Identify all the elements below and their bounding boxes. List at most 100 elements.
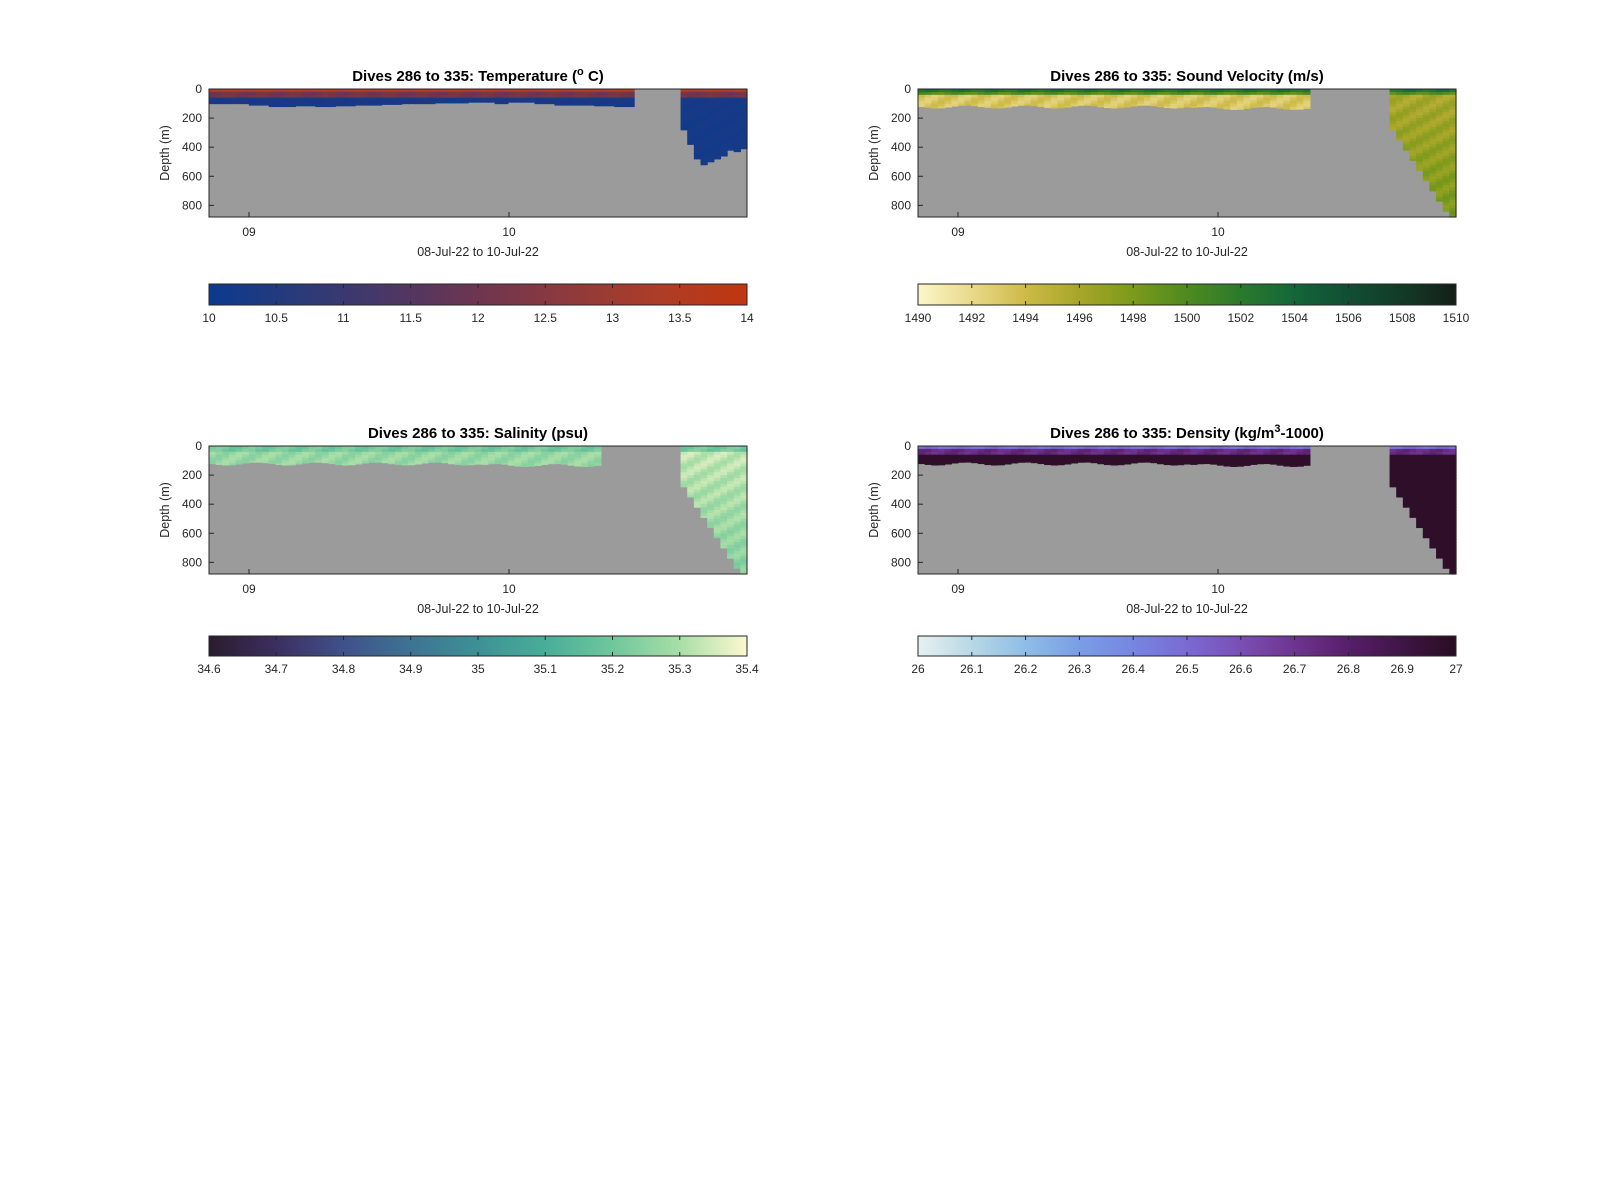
heatmap-cell xyxy=(1216,106,1225,109)
heatmap-cell xyxy=(627,91,635,96)
heatmap-cell xyxy=(1177,106,1185,109)
heatmap-cell xyxy=(1030,457,1039,462)
heatmap-cell xyxy=(321,454,330,459)
heatmap-cell xyxy=(693,501,702,505)
heatmap-cell xyxy=(368,448,376,453)
heatmap-cell xyxy=(1429,510,1437,514)
heatmap-cell xyxy=(1442,530,1450,534)
heatmap-cell xyxy=(534,457,542,462)
heatmap-cell xyxy=(262,451,270,456)
heatmap-cell xyxy=(1416,118,1424,122)
heatmap-cell xyxy=(1283,103,1291,108)
heatmap-cell xyxy=(248,454,257,459)
heatmap-cell xyxy=(1070,454,1079,459)
heatmap-cell xyxy=(693,132,702,137)
heatmap-cell xyxy=(1422,176,1431,180)
heatmap-cell xyxy=(394,89,403,93)
heatmap-cell xyxy=(361,448,370,453)
heatmap-cell xyxy=(740,463,748,467)
heatmap-cell xyxy=(361,451,370,456)
heatmap-cell xyxy=(1409,135,1417,140)
heatmap-cell xyxy=(700,472,708,476)
heatmap-cell xyxy=(481,100,489,103)
heatmap-cell xyxy=(255,454,263,459)
heatmap-cell xyxy=(1449,208,1457,212)
heatmap-cell xyxy=(1449,109,1457,113)
heatmap-cell xyxy=(394,446,403,450)
heatmap-cell xyxy=(1442,126,1450,131)
heatmap-cell xyxy=(727,533,735,537)
heatmap-cell xyxy=(1097,448,1105,453)
heatmap-cell xyxy=(1442,521,1450,526)
heatmap-cell xyxy=(215,454,223,459)
heatmap-cell xyxy=(1422,521,1431,526)
heatmap-cell xyxy=(494,100,502,105)
heatmap-cell xyxy=(1010,460,1019,464)
heatmap-cell xyxy=(288,91,296,96)
heatmap-cell xyxy=(1429,164,1437,169)
y-tick-label: 800 xyxy=(891,198,911,212)
heatmap-cell xyxy=(1429,466,1437,470)
heatmap-cell xyxy=(700,489,708,494)
heatmap-cell xyxy=(288,97,296,102)
heatmap-cell xyxy=(594,94,602,99)
heatmap-cell xyxy=(740,559,748,563)
heatmap-cell xyxy=(1064,451,1072,456)
heatmap-cell xyxy=(707,512,715,517)
heatmap-cell xyxy=(1077,446,1085,450)
heatmap-cell xyxy=(1396,454,1404,459)
heatmap-cell xyxy=(1236,89,1245,93)
heatmap-cell xyxy=(1389,118,1397,122)
heatmap-cell xyxy=(1230,446,1238,450)
heatmap-cell xyxy=(740,489,748,494)
heatmap-cell xyxy=(720,533,728,537)
heatmap-cell xyxy=(1422,498,1431,502)
heatmap-cell xyxy=(1422,530,1431,534)
heatmap-cell xyxy=(494,457,502,462)
heatmap-cell xyxy=(727,135,735,140)
heatmap-cell xyxy=(1050,91,1059,96)
heatmap-cell xyxy=(713,466,722,470)
heatmap-cell xyxy=(1110,451,1118,456)
heatmap-cell xyxy=(713,451,722,456)
heatmap-cell xyxy=(727,542,735,546)
heatmap-cell xyxy=(957,460,966,463)
heatmap-cell xyxy=(507,463,516,466)
heatmap-cell xyxy=(448,451,456,456)
heatmap-cell xyxy=(441,100,449,104)
heatmap-cell xyxy=(1110,460,1118,465)
heatmap-cell xyxy=(687,486,695,491)
heatmap-cell xyxy=(308,451,316,456)
heatmap-cell xyxy=(1090,103,1098,107)
heatmap-cell xyxy=(687,89,695,93)
heatmap-cell xyxy=(607,100,615,105)
heatmap-cell xyxy=(355,91,363,96)
heatmap-cell xyxy=(1416,132,1424,137)
heatmap-cell xyxy=(1064,100,1072,105)
heatmap-cell xyxy=(335,457,343,462)
heatmap-cell xyxy=(1064,460,1072,465)
heatmap-cell xyxy=(1017,454,1025,459)
heatmap-cell xyxy=(308,97,316,102)
heatmap-cell xyxy=(693,460,702,465)
heatmap-cell xyxy=(707,97,715,102)
heatmap-cell xyxy=(1389,123,1397,128)
heatmap-cell xyxy=(600,100,609,105)
heatmap-cell xyxy=(401,454,409,459)
heatmap-cell xyxy=(268,460,277,465)
heatmap-cell xyxy=(1409,480,1417,485)
heatmap-cell xyxy=(713,533,722,537)
heatmap-cell xyxy=(1010,448,1019,453)
heatmap-cell xyxy=(1004,89,1012,93)
heatmap-cell xyxy=(1243,97,1251,102)
heatmap-cell xyxy=(527,100,536,103)
heatmap-cell xyxy=(1210,103,1218,108)
heatmap-cell xyxy=(388,457,396,462)
heatmap-cell xyxy=(1084,448,1092,453)
heatmap-cell xyxy=(1203,91,1211,96)
heatmap-cell xyxy=(381,97,389,102)
heatmap-cell xyxy=(1243,91,1251,96)
heatmap-cell xyxy=(1017,103,1025,106)
heatmap-cell xyxy=(607,103,615,107)
heatmap-cell xyxy=(1103,106,1112,109)
